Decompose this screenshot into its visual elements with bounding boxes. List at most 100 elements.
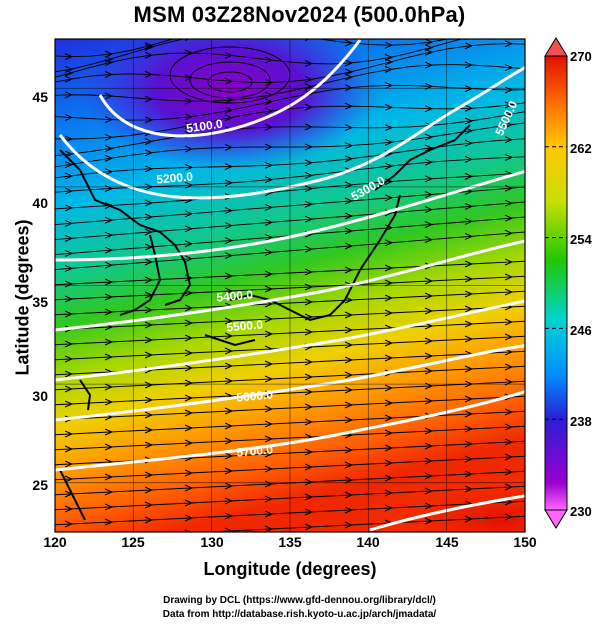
height-contour-line bbox=[58, 65, 525, 200]
streamline-arrow bbox=[504, 483, 514, 491]
streamline-arrow bbox=[505, 19, 512, 25]
streamline-arrow bbox=[304, 39, 311, 42]
colorbar-tick-label: 230 bbox=[570, 504, 592, 519]
streamline-arrow bbox=[304, 123, 314, 131]
streamline-arrow bbox=[264, 79, 274, 86]
y-tick-label: 35 bbox=[32, 294, 48, 310]
streamline-arrow bbox=[304, 478, 314, 486]
streamline-arrow bbox=[104, 71, 114, 78]
streamline-arrow bbox=[424, 292, 434, 300]
streamline-arrow bbox=[104, 503, 114, 511]
streamline-arrow bbox=[384, 103, 394, 111]
colorbar-tick-label: 270 bbox=[570, 49, 592, 64]
x-tick-label: 125 bbox=[121, 534, 145, 550]
streamline-arrow bbox=[385, 18, 392, 24]
streamline-arrow bbox=[104, 308, 114, 316]
streamline-arrow bbox=[144, 116, 154, 124]
streamline-arrow bbox=[224, 51, 234, 59]
streamline bbox=[55, 39, 450, 73]
credit-drawing: Drawing by DCL (https://www.gfd-dennou.o… bbox=[163, 595, 436, 606]
height-contour-line bbox=[55, 390, 525, 472]
streamline-arrow bbox=[464, 275, 474, 283]
streamline-loop bbox=[207, 71, 253, 93]
streamline-arrow bbox=[144, 501, 154, 509]
streamline-arrow bbox=[505, 17, 512, 23]
streamline-arrow bbox=[424, 61, 434, 69]
streamline-arrow bbox=[224, 362, 234, 370]
streamline-arrow bbox=[264, 495, 274, 503]
streamline-arrow bbox=[64, 400, 74, 408]
streamline-arrow bbox=[504, 438, 514, 446]
streamline-arrow bbox=[104, 55, 114, 63]
streamline-arrow bbox=[344, 326, 354, 334]
streamline-arrow bbox=[64, 280, 74, 288]
streamline-arrow bbox=[224, 114, 234, 122]
streamline-arrow bbox=[344, 521, 354, 529]
streamline-arrow bbox=[264, 176, 274, 184]
colorbar-tick-label: 254 bbox=[570, 232, 592, 247]
streamline-arrow bbox=[504, 110, 514, 118]
streamline-arrow bbox=[264, 203, 274, 211]
streamline-arrow bbox=[264, 510, 274, 518]
streamline-arrow bbox=[384, 264, 394, 272]
height-contour-line bbox=[55, 344, 525, 422]
y-tick-label: 30 bbox=[32, 388, 48, 404]
x-tick-label: 140 bbox=[356, 534, 380, 550]
streamline-arrow bbox=[504, 318, 514, 326]
streamline-arrow bbox=[144, 199, 154, 207]
temperature-field bbox=[55, 17, 525, 532]
height-contours bbox=[55, 39, 525, 532]
streamline-arrow bbox=[144, 95, 154, 103]
streamline-arrow bbox=[304, 388, 314, 396]
streamline-arrow bbox=[264, 161, 274, 169]
streamline-arrow bbox=[384, 239, 394, 247]
streamline-arrow bbox=[184, 424, 194, 432]
streamline-arrow bbox=[64, 370, 74, 378]
streamline-arrow bbox=[184, 145, 194, 153]
streamline-arrow bbox=[504, 408, 514, 416]
streamline-arrow bbox=[384, 459, 394, 467]
streamline-arrow bbox=[144, 516, 154, 524]
streamline-arrow bbox=[465, 23, 472, 29]
streamline-arrow bbox=[264, 218, 274, 226]
streamline-arrow bbox=[464, 61, 474, 69]
streamline-arrow bbox=[424, 517, 434, 525]
streamline-arrow bbox=[104, 473, 114, 481]
streamline-arrow bbox=[384, 194, 394, 202]
streamline-arrow bbox=[224, 272, 234, 280]
streamline-arrow bbox=[384, 489, 394, 497]
streamline-arrow bbox=[344, 142, 354, 150]
streamline-arrow bbox=[424, 144, 434, 152]
streamline-arrow bbox=[304, 159, 314, 167]
streamline-arrow bbox=[504, 513, 514, 521]
coastline bbox=[59, 124, 471, 521]
streamline-arrow bbox=[464, 104, 474, 112]
streamline-arrow bbox=[384, 81, 394, 89]
streamline-arrow bbox=[304, 283, 314, 291]
streamline-arrow bbox=[64, 310, 74, 318]
streamline-arrow bbox=[384, 474, 394, 482]
streamline-arrow bbox=[144, 486, 154, 494]
streamline-arrow bbox=[504, 363, 514, 371]
streamline-arrow bbox=[464, 217, 474, 225]
streamline-arrow bbox=[144, 471, 154, 479]
streamline-arrow bbox=[464, 335, 474, 343]
x-tick-label: 145 bbox=[435, 534, 459, 550]
streamline-arrow bbox=[504, 184, 514, 192]
streamline-arrow bbox=[64, 187, 74, 195]
streamline-arrow bbox=[224, 437, 234, 445]
streamline-arrow bbox=[225, 29, 232, 35]
streamline-arrow bbox=[464, 139, 474, 147]
streamline-arrow bbox=[104, 116, 114, 124]
streamline-arrow bbox=[424, 277, 434, 285]
streamline-arrow bbox=[424, 236, 434, 244]
streamline-arrow bbox=[344, 491, 354, 499]
y-tick-label: 45 bbox=[32, 89, 48, 105]
colorbar-tick-label: 262 bbox=[570, 141, 592, 156]
streamline-arrow bbox=[184, 319, 194, 327]
streamline-arrow bbox=[264, 405, 274, 413]
streamline-arrow bbox=[464, 172, 474, 180]
streamline-arrow bbox=[304, 200, 314, 208]
streamline-arrow bbox=[304, 493, 314, 501]
streamline-arrow bbox=[144, 43, 154, 51]
